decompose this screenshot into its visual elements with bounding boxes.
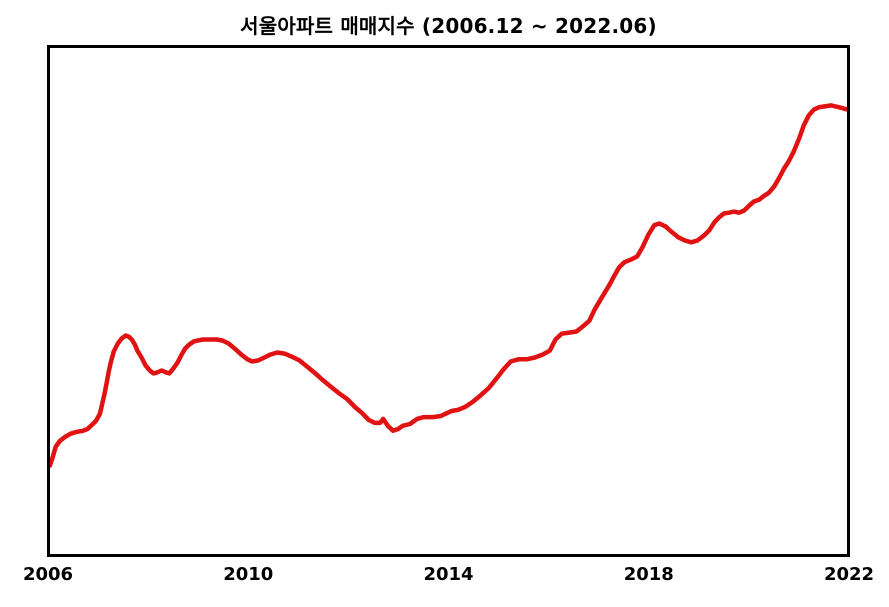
- chart-title: 서울아파트 매매지수 (2006.12 ~ 2022.06): [240, 14, 657, 38]
- plot-area: [47, 45, 850, 557]
- x-tick-label-2022: 2022: [823, 564, 875, 585]
- x-tick-label-2010: 2010: [223, 564, 274, 585]
- x-tick-label-2014: 2014: [423, 564, 474, 585]
- line-chart-canvas: [50, 103, 847, 468]
- x-tick-label-2006: 2006: [22, 564, 74, 585]
- x-tick-label-2018: 2018: [623, 564, 674, 585]
- series-line: [50, 103, 847, 468]
